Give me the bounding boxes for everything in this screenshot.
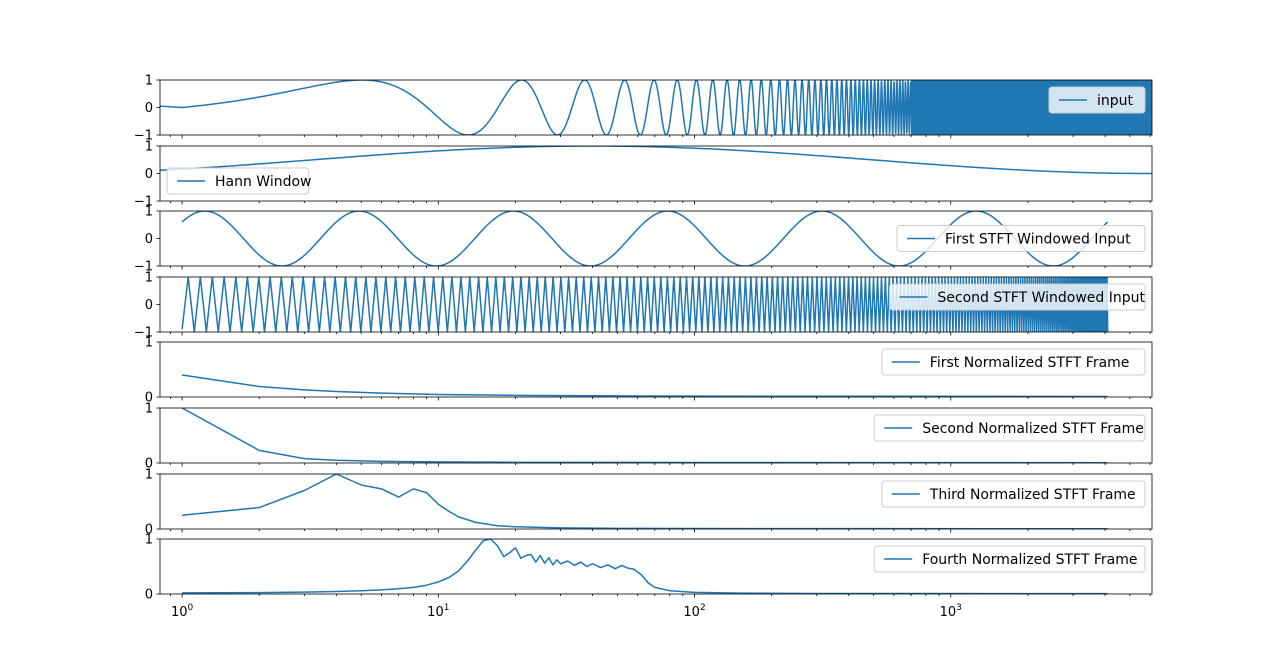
subplot-8: 1 0 Fourth Normalized STFT Frame <box>145 533 1153 603</box>
axes-frame <box>159 341 1153 398</box>
legend-box <box>896 225 1146 252</box>
y-tick-label: 0 <box>145 298 153 313</box>
y-tick-label: 0 <box>145 167 153 182</box>
series-line <box>181 211 1109 266</box>
legend-box <box>1048 86 1146 114</box>
legend-box <box>888 283 1146 311</box>
plot-area <box>182 474 1108 529</box>
y-tick-label: −1 <box>134 260 153 275</box>
plot-area <box>181 374 1108 397</box>
plot-area <box>160 146 1152 175</box>
y-tick-label: −1 <box>134 195 153 210</box>
legend-label: First STFT Windowed Input <box>945 232 1131 248</box>
legend: Hann Window <box>166 167 312 195</box>
legend: Third Normalized STFT Frame <box>881 480 1146 508</box>
y-tick-label: 1 <box>145 468 153 483</box>
legend-box <box>873 414 1146 442</box>
y-tick-label: 1 <box>145 533 153 548</box>
x-tick-label: 100 <box>171 603 194 620</box>
axes-frame <box>159 473 1153 530</box>
legend-label: Hann Window <box>215 174 312 190</box>
legend: Second STFT Windowed Input <box>888 283 1146 311</box>
legend-label: Fourth Normalized STFT Frame <box>922 552 1137 568</box>
legend-box <box>873 545 1146 573</box>
y-tick-label: 1 <box>145 402 153 417</box>
series-line <box>160 146 1152 175</box>
y-tick-label: 1 <box>145 271 153 286</box>
series-line <box>160 80 1029 135</box>
subplot-1: 1 0 −1 input <box>134 74 1153 144</box>
x-tick-label: 103 <box>940 603 962 620</box>
legend-label: Second Normalized STFT Frame <box>922 421 1144 437</box>
legend-label: input <box>1097 93 1134 109</box>
legend-label: Third Normalized STFT Frame <box>929 487 1136 503</box>
y-tick-label: 1 <box>145 74 153 89</box>
y-tick-label: 0 <box>145 588 153 603</box>
x-tick-label: 102 <box>683 603 705 620</box>
subplot-3: 1 0 −1 First STFT Windowed Input <box>134 205 1153 275</box>
y-tick-label: 0 <box>145 523 153 538</box>
subplot-4: 1 0 −1 Second STFT Windowed Input <box>134 271 1153 341</box>
legend-label: First Normalized STFT Frame <box>930 355 1130 371</box>
legend: Second Normalized STFT Frame <box>873 414 1146 442</box>
plot-area <box>181 277 1109 332</box>
shared-x-axis: 100 101 102 103 <box>171 603 962 620</box>
y-tick-label: 1 <box>145 205 153 220</box>
axes-frame <box>159 538 1153 595</box>
subplot-7: 1 0 Third Normalized STFT Frame <box>145 468 1153 538</box>
subplot-6: 1 0 Second Normalized STFT Frame <box>145 402 1153 472</box>
legend-box <box>166 167 310 195</box>
axes-frame <box>159 407 1153 464</box>
series-line <box>181 277 1109 332</box>
y-tick-label: 1 <box>145 140 153 155</box>
legend: Fourth Normalized STFT Frame <box>873 545 1146 573</box>
series-line <box>181 408 1108 463</box>
y-tick-label: 0 <box>145 391 153 406</box>
y-tick-label: 0 <box>145 101 153 116</box>
legend-box <box>881 348 1146 376</box>
series-line <box>181 374 1108 397</box>
subplot-2: 1 0 −1 Hann Window <box>134 140 1153 210</box>
y-tick-label: 1 <box>145 336 153 351</box>
legend: input <box>1048 86 1146 114</box>
y-tick-label: −1 <box>134 326 153 341</box>
y-tick-label: 0 <box>145 457 153 472</box>
y-tick-label: 0 <box>145 232 153 247</box>
y-tick-label: −1 <box>134 129 153 144</box>
legend: First Normalized STFT Frame <box>881 348 1146 376</box>
x-tick-label: 101 <box>427 603 449 620</box>
plot-area <box>181 211 1109 266</box>
legend: First STFT Windowed Input <box>896 225 1146 252</box>
legend-label: Second STFT Windowed Input <box>937 290 1145 306</box>
plot-area <box>182 539 1108 594</box>
series-line <box>182 539 1108 594</box>
series-line <box>182 474 1108 529</box>
subplot-5: 1 0 First Normalized STFT Frame <box>145 336 1153 406</box>
plot-area <box>181 408 1108 463</box>
legend-box <box>881 480 1146 508</box>
